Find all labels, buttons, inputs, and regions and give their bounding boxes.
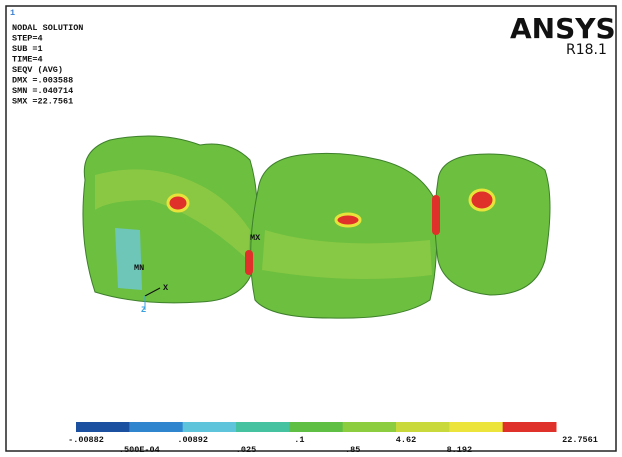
legend-label: .00892 bbox=[177, 435, 208, 445]
hot-spot bbox=[470, 190, 494, 210]
tooth-right bbox=[435, 154, 550, 295]
x-axis-label: X bbox=[163, 283, 169, 293]
legend-swatch bbox=[129, 422, 183, 432]
hot-spot bbox=[336, 214, 360, 226]
min-zone bbox=[115, 228, 142, 290]
legend-label: .1 bbox=[294, 435, 304, 445]
legend-swatch bbox=[503, 422, 557, 432]
info-line: SEQV (AVG) bbox=[12, 65, 63, 75]
page: 1 ANSYS R18.1 MX MN X Z NODAL SOLUTIONST… bbox=[0, 0, 622, 457]
info-line: SMN =.040714 bbox=[12, 86, 73, 96]
info-line: SMX =22.7561 bbox=[12, 97, 73, 107]
ansys-window: 1 ANSYS R18.1 MX MN X Z NODAL SOLUTIONST… bbox=[0, 0, 622, 457]
legend-label: .500E-04 bbox=[119, 445, 160, 455]
legend-label: .025 bbox=[236, 445, 256, 455]
hot-spot bbox=[432, 195, 440, 235]
info-line: NODAL SOLUTION bbox=[12, 23, 83, 33]
brand-name: ANSYS bbox=[510, 12, 616, 45]
info-line: STEP=4 bbox=[12, 34, 43, 44]
window-number: 1 bbox=[10, 8, 15, 18]
hot-spot bbox=[245, 250, 253, 275]
legend-swatch bbox=[183, 422, 237, 432]
min-label: MN bbox=[134, 263, 144, 273]
legend-label: 4.62 bbox=[396, 435, 416, 445]
legend-label: 22.7561 bbox=[562, 435, 598, 445]
z-axis-label: Z bbox=[141, 305, 146, 315]
legend-swatch bbox=[289, 422, 343, 432]
info-line: TIME=4 bbox=[12, 55, 43, 65]
brand-version: R18.1 bbox=[566, 42, 607, 58]
legend-label: .85 bbox=[345, 445, 360, 455]
hot-spot bbox=[168, 195, 188, 211]
legend-swatch bbox=[449, 422, 503, 432]
legend-swatch bbox=[76, 422, 130, 432]
info-line: DMX =.003588 bbox=[12, 76, 73, 86]
legend-swatch bbox=[236, 422, 290, 432]
model: MX MN X Z bbox=[83, 136, 550, 318]
max-label: MX bbox=[250, 233, 261, 243]
info-line: SUB =1 bbox=[12, 44, 43, 54]
legend-swatch bbox=[343, 422, 397, 432]
legend-label: -.00882 bbox=[68, 435, 104, 445]
legend-swatch bbox=[396, 422, 450, 432]
legend-label: 8.192 bbox=[447, 445, 473, 455]
